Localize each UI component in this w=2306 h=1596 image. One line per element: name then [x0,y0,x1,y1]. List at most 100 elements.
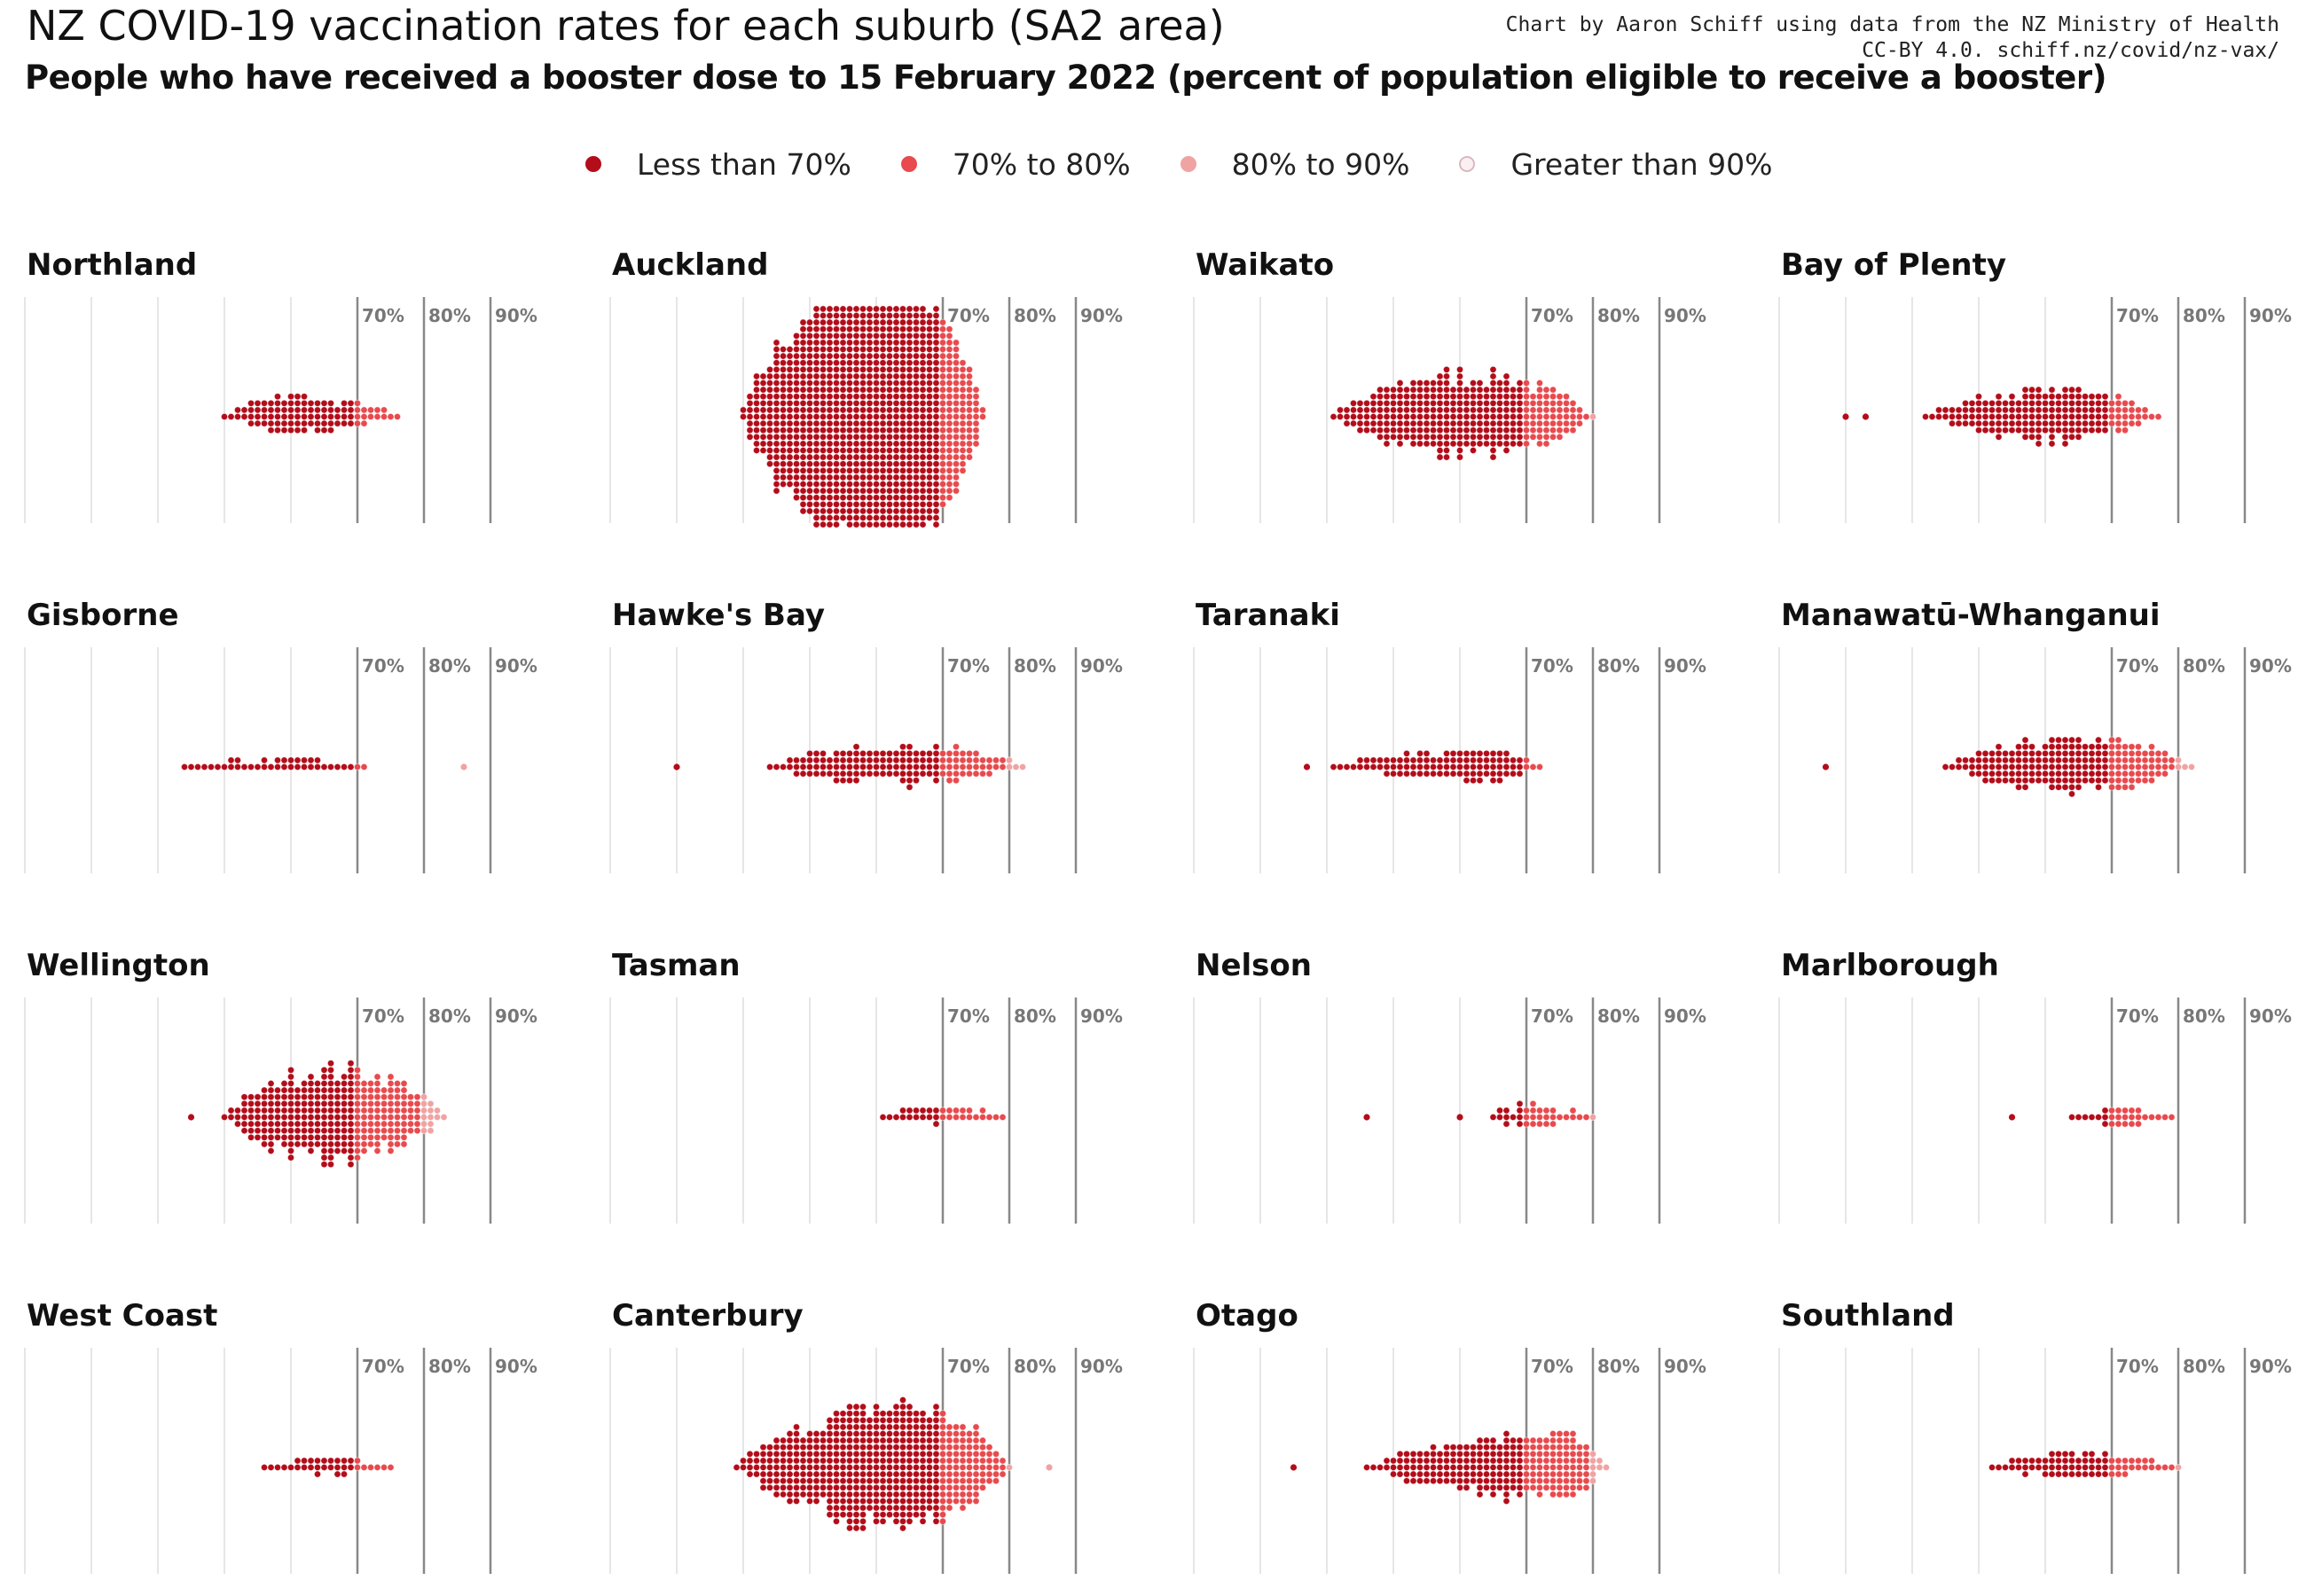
data-point [820,500,827,508]
data-point [812,453,820,461]
reference-line-label: 70% [2116,1356,2159,1377]
data-point [1356,412,1364,420]
data-point [959,1430,967,1438]
data-point [1443,749,1451,757]
data-point [879,487,887,495]
data-point [1502,399,1510,407]
data-point [979,1107,987,1115]
data-point [333,1099,341,1107]
data-point [220,763,228,771]
data-point [892,433,900,441]
data-point [1502,1120,1510,1128]
data-point [879,318,887,326]
data-point [806,399,814,407]
data-point [286,763,294,771]
data-point [746,406,754,414]
data-point [852,1517,860,1525]
data-point [953,1443,961,1451]
data-point [2121,770,2129,778]
data-point [866,372,874,380]
data-point [1563,1464,1571,1472]
data-point [873,770,881,778]
data-point [2147,1457,2155,1465]
data-point [2021,426,2029,434]
data-point [2154,412,2162,420]
data-point [799,318,807,326]
data-point [786,466,794,474]
data-point [839,359,847,367]
data-point [799,756,807,764]
data-point [2174,763,2182,771]
data-point [1496,399,1504,407]
data-point [2088,419,2096,427]
data-point [1396,770,1404,778]
data-point [1988,406,1996,414]
data-point [892,1464,900,1472]
data-point [899,1430,907,1438]
data-point [886,1410,894,1418]
data-point [919,520,927,528]
data-point [799,481,807,489]
data-point [1390,770,1398,778]
data-point [846,1524,854,1532]
data-point [852,305,860,313]
reference-line-label: 90% [495,655,537,677]
data-point [953,1464,961,1472]
data-point [919,1477,927,1485]
data-point [866,379,874,387]
data-point [280,1080,288,1088]
data-point [273,1086,281,1094]
data-point [340,406,348,414]
data-point [919,1483,927,1491]
data-point [1569,406,1577,414]
data-point [1489,756,1497,764]
data-point [873,325,881,333]
data-point [826,426,834,434]
data-point [913,318,921,326]
data-point [233,756,241,764]
data-point [1589,412,1597,420]
data-point [1589,1464,1597,1472]
data-point [1549,412,1557,420]
data-point [1502,1477,1510,1485]
data-point [1430,379,1438,387]
data-point [1456,372,1464,380]
data-point [307,399,315,407]
data-point [353,1086,361,1094]
data-point [899,466,907,474]
data-point [1489,440,1497,448]
data-point [846,494,854,502]
data-point [846,749,854,757]
data-point [1502,1450,1510,1458]
data-point [1549,426,1557,434]
data-point [939,1430,947,1438]
data-point [366,406,374,414]
data-point [886,473,894,481]
data-point [1516,1464,1524,1472]
data-point [2048,386,2056,394]
data-point [300,1086,308,1094]
data-point [373,1464,381,1472]
data-point [899,453,907,461]
data-point [247,763,255,771]
data-point [1006,756,1014,764]
data-point [2028,756,2035,764]
data-point [1529,763,1537,771]
data-point [879,426,887,434]
data-point [1563,1457,1571,1465]
data-point [2054,749,2062,757]
data-point [2001,749,2009,757]
data-point [886,763,894,771]
data-point [340,1464,348,1472]
panel-title: Tasman [612,948,741,983]
reference-line-label: 90% [1664,1005,1706,1027]
data-point [919,426,927,434]
data-point [866,1450,874,1458]
data-point [959,1464,967,1472]
data-point [353,1464,361,1472]
data-point [820,770,827,778]
data-point [2075,763,2082,771]
data-point [919,393,927,401]
